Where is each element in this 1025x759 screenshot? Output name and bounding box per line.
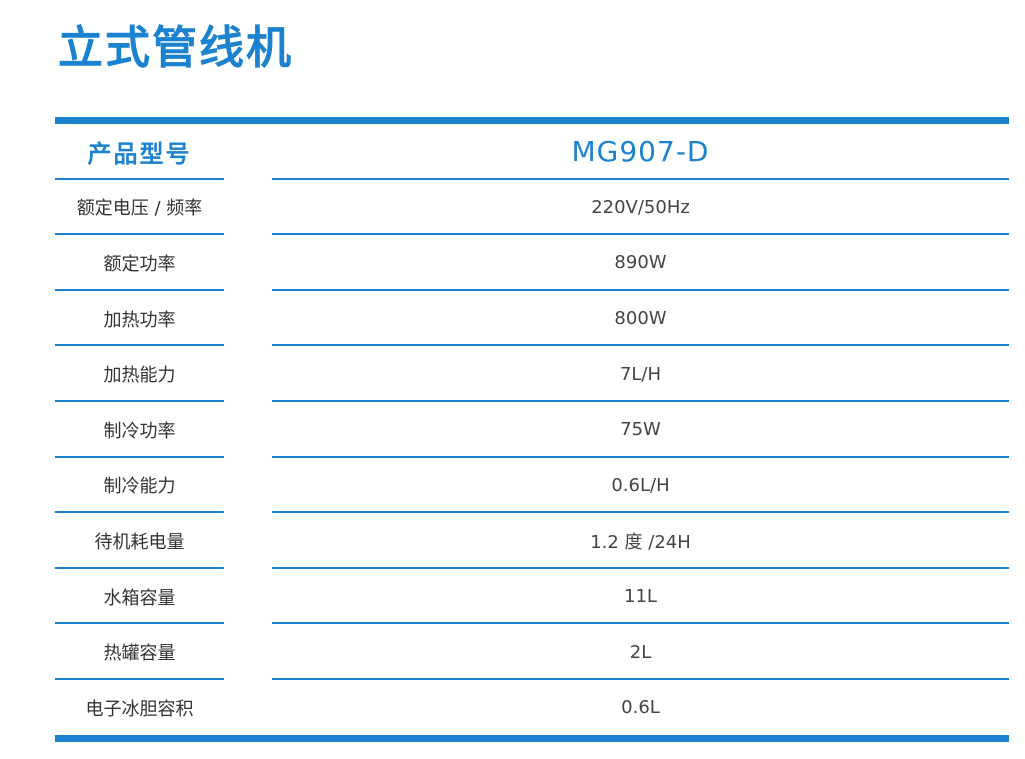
row-divider-right [272, 177, 1009, 180]
row-divider-left [55, 288, 224, 291]
row-divider-right [272, 511, 1009, 514]
row-divider-left [55, 399, 224, 402]
spec-label: 水箱容量 [103, 587, 176, 609]
table-row: 水箱容量 11L [55, 569, 1009, 625]
table-row: 额定电压 / 频率 220V/50Hz [55, 180, 1009, 236]
spec-label: 加热能力 [103, 365, 176, 387]
table-bottom-bar [55, 735, 1009, 742]
spec-label: 制冷功率 [103, 420, 176, 442]
spec-value: 0.6L [621, 697, 660, 719]
row-divider-left [55, 455, 224, 458]
row-divider-right [272, 344, 1009, 347]
spec-label: 热罐容量 [103, 643, 176, 665]
spec-value: 7L/H [619, 363, 662, 385]
row-divider-left [55, 177, 224, 180]
row-divider-left [55, 566, 224, 569]
table-row: 电子冰胆容积 0.6L [55, 680, 1009, 736]
table-row: 制冷功率 75W [55, 402, 1009, 458]
row-divider-right [272, 566, 1009, 569]
spec-label: 制冷能力 [103, 476, 176, 498]
table-row: 热罐容量 2L [55, 624, 1009, 680]
spec-value: 75W [620, 419, 661, 441]
header-label: 产品型号 [87, 140, 192, 169]
row-divider-right [272, 233, 1009, 236]
spec-value: 11L [624, 586, 657, 608]
row-divider-right [272, 455, 1009, 458]
row-divider-left [55, 344, 224, 347]
row-divider-left [55, 677, 224, 680]
row-divider-right [272, 399, 1009, 402]
row-divider-left [55, 622, 224, 625]
table-row: 额定功率 890W [55, 235, 1009, 291]
spec-value: 1.2 度 /24H [590, 531, 691, 553]
table-header-row: 产品型号 MG907-D [55, 124, 1009, 180]
row-divider-right [272, 288, 1009, 291]
spec-value: 220V/50Hz [591, 196, 690, 218]
spec-label: 待机耗电量 [94, 531, 185, 553]
page-title: 立式管线机 [58, 21, 294, 74]
spec-label: 加热功率 [103, 309, 176, 331]
spec-value: 890W [614, 252, 667, 274]
row-divider-right [272, 622, 1009, 625]
table-top-bar [55, 117, 1009, 124]
spec-table: 产品型号 MG907-D 额定电压 / 频率 220V/50Hz 额定功率 890W 加… [55, 124, 1009, 736]
table-row: 待机耗电量 1.2 度 /24H [55, 513, 1009, 569]
row-divider-left [55, 511, 224, 514]
spec-label: 额定功率 [103, 253, 176, 275]
spec-value: 800W [614, 308, 667, 330]
table-row: 加热能力 7L/H [55, 346, 1009, 402]
spec-rows: 额定电压 / 频率 220V/50Hz 额定功率 890W 加热功率 800W 加热能力 7L… [55, 180, 1009, 736]
spec-label: 额定电压 / 频率 [76, 198, 203, 220]
row-divider-left [55, 233, 224, 236]
row-divider-right [272, 677, 1009, 680]
table-row: 加热功率 800W [55, 291, 1009, 347]
model-number: MG907-D [571, 135, 710, 169]
table-row: 制冷能力 0.6L/H [55, 458, 1009, 514]
spec-label: 电子冰胆容积 [85, 698, 194, 720]
spec-value: 2L [629, 641, 652, 663]
spec-value: 0.6L/H [611, 474, 670, 496]
